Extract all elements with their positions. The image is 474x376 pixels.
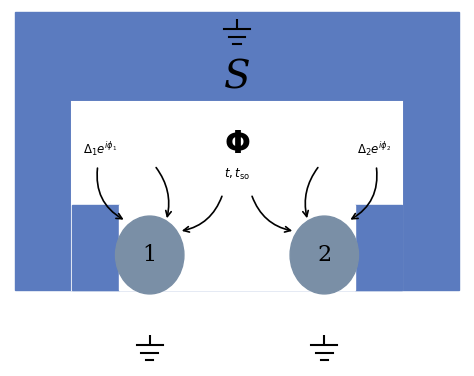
Bar	[15, 12, 459, 290]
Bar	[119, 205, 355, 290]
Ellipse shape	[116, 216, 184, 294]
Text: 1: 1	[143, 244, 157, 266]
Text: $\Delta_1 e^{i\phi_1}$: $\Delta_1 e^{i\phi_1}$	[83, 140, 118, 158]
Bar	[72, 205, 119, 290]
Text: S: S	[224, 59, 250, 97]
Ellipse shape	[290, 216, 358, 294]
Text: $\mathbf{\Phi}$: $\mathbf{\Phi}$	[224, 129, 250, 160]
Bar	[355, 205, 402, 290]
Text: $\Delta_2 e^{i\phi_2}$: $\Delta_2 e^{i\phi_2}$	[357, 140, 391, 158]
Bar	[72, 102, 402, 290]
Text: $t, t_{\mathrm{so}}$: $t, t_{\mathrm{so}}$	[224, 167, 250, 182]
Text: 2: 2	[317, 244, 331, 266]
